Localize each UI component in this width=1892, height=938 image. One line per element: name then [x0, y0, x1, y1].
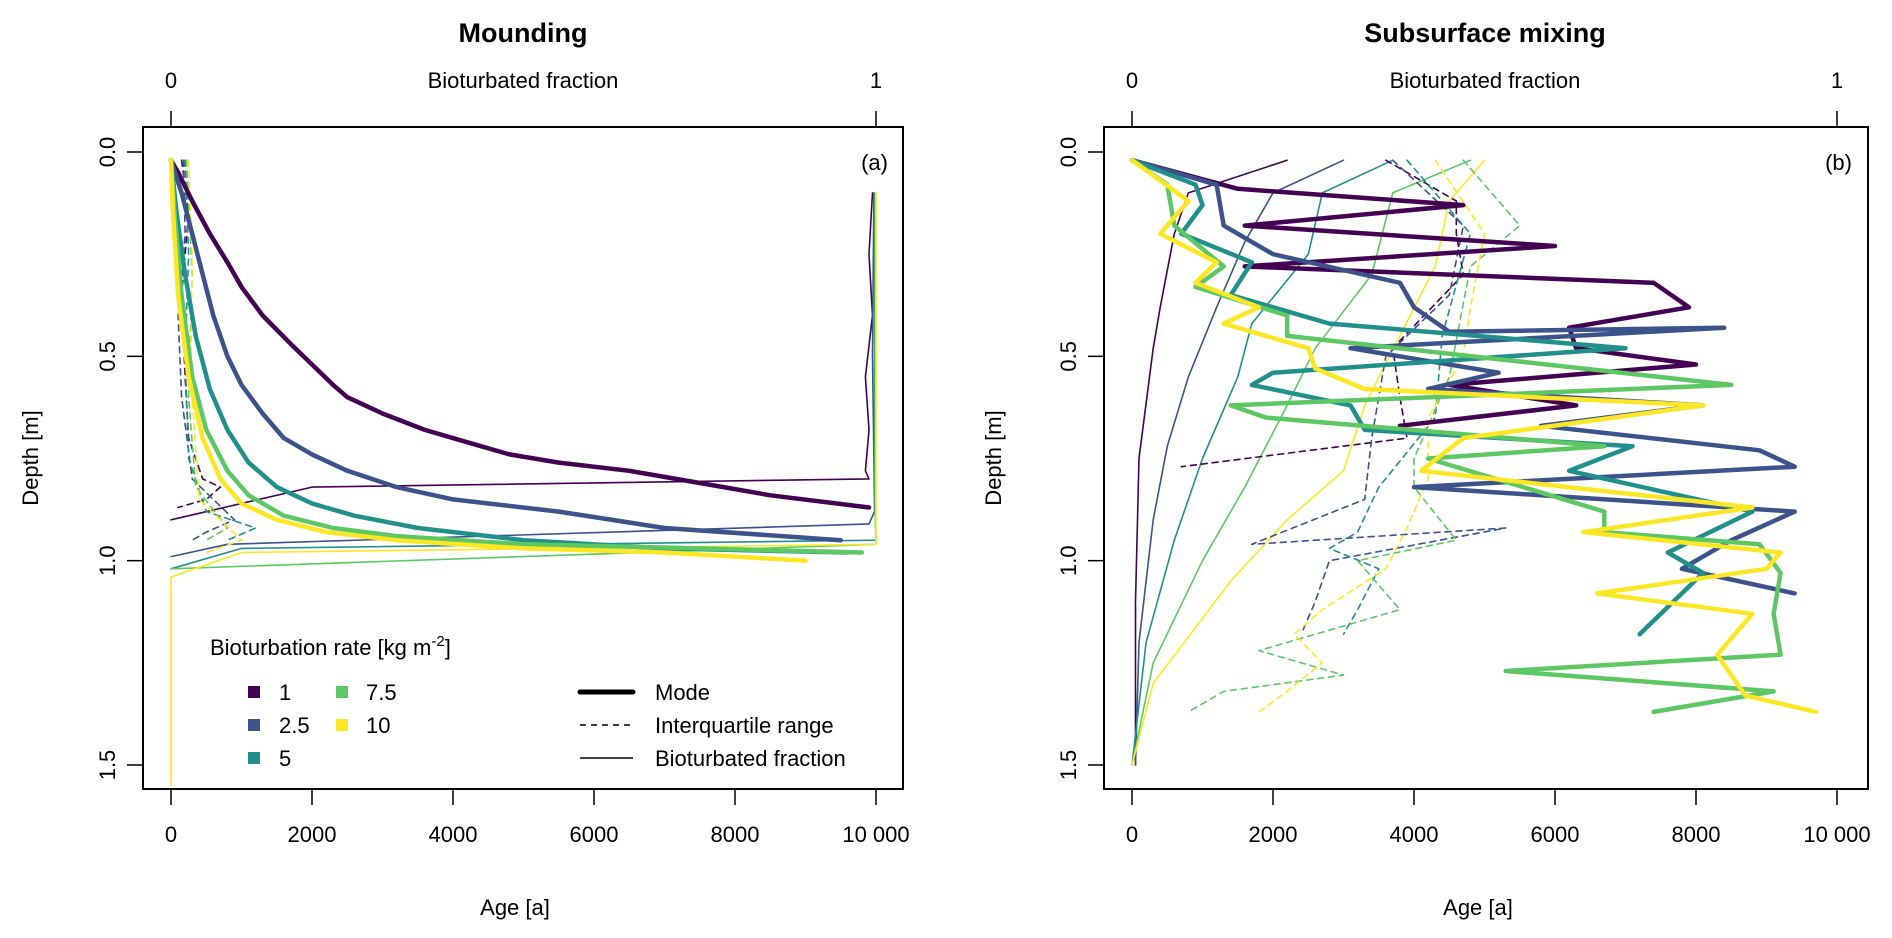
legend-label: 5 — [279, 746, 291, 771]
series-mode-rate-2-5 — [168, 157, 844, 543]
series-fraction-rate-10 — [170, 192, 877, 787]
legend-rate-7-5: 7.5 — [336, 680, 397, 705]
x-tick-label: 2000 — [1249, 822, 1298, 847]
x-tick-label: 8000 — [1672, 822, 1721, 847]
series-iqr-rate-10 — [1258, 159, 1486, 713]
series-mode-rate-1 — [168, 157, 872, 510]
series-mode-rate-7-5 — [168, 157, 865, 555]
legend-label: Interquartile range — [655, 713, 834, 738]
series-iqr-rate-5 — [184, 159, 257, 542]
series-fraction-rate-7-5 — [1131, 159, 1472, 766]
x-tick-label: 8000 — [711, 822, 760, 847]
x-tick-label: 4000 — [1390, 822, 1439, 847]
series-mode-rate-7-5 — [1129, 157, 1783, 715]
legend-mode: Mode — [577, 680, 710, 705]
series-mode-rate-1 — [1129, 157, 1699, 429]
legend-title: Bioturbation rate [kg m-2] — [210, 633, 451, 660]
x-tick-label: 2000 — [288, 822, 337, 847]
series-mode-rate-5 — [1129, 157, 1755, 637]
axis-ticks: 0 2000 4000 6000 8000 10 000 0 1 0.0 0.5 1.0 1.5 — [1056, 68, 1871, 847]
panel-label: (a) — [861, 150, 888, 175]
legend-swatch — [248, 752, 260, 764]
x-axis-label: Age [a] — [1443, 895, 1513, 920]
legend-fraction: Bioturbated fraction — [580, 746, 846, 771]
x-axis-label: Age [a] — [480, 895, 550, 920]
panel-title: Subsurface mixing — [1364, 18, 1606, 48]
series-iqr-rate-2-5 — [1251, 159, 1507, 636]
legend-swatch — [248, 686, 260, 698]
series-iqr-rate-5 — [1328, 159, 1472, 636]
series-fraction-rate-2-5 — [170, 192, 876, 558]
legend-label: Bioturbated fraction — [655, 746, 846, 771]
panel-subsurface-mixing: Subsurface mixing Bioturbated fraction A… — [981, 18, 1871, 920]
top-tick-label: 1 — [1831, 68, 1843, 93]
y-axis-label: Depth [m] — [981, 410, 1006, 505]
x-tick-label: 0 — [165, 822, 177, 847]
legend-rate-5: 5 — [248, 746, 291, 771]
legend-rate-10: 10 — [336, 713, 390, 738]
series-fraction-rate-5 — [1131, 159, 1394, 766]
legend-swatch — [336, 719, 348, 731]
y-tick-label: 0.0 — [95, 137, 120, 168]
series-mode-rate-5 — [168, 157, 851, 555]
series-mode-rate-10 — [1129, 157, 1819, 715]
series-mode-rate-2-5 — [1129, 157, 1797, 596]
y-tick-label: 1.0 — [95, 545, 120, 576]
y-tick-label: 1.5 — [1056, 750, 1081, 781]
top-tick-label: 0 — [165, 68, 177, 93]
y-tick-label: 0.5 — [1056, 341, 1081, 372]
top-tick-label: 1 — [870, 68, 882, 93]
legend-label: 2.5 — [279, 713, 310, 738]
series-iqr-rate-2-5 — [177, 159, 236, 542]
legend-swatch — [336, 686, 348, 698]
legend-label: 10 — [366, 713, 390, 738]
plot-frame — [142, 126, 904, 790]
series-fraction-rate-1 — [170, 192, 874, 521]
x-tick-label: 6000 — [1531, 822, 1580, 847]
panel-title: Mounding — [459, 18, 588, 48]
y-tick-label: 0.0 — [1056, 137, 1081, 168]
series-iqr-rate-7-5 — [1187, 159, 1521, 713]
top-axis-label: Bioturbated fraction — [428, 68, 619, 93]
y-tick-label: 1.5 — [95, 750, 120, 781]
y-axis-label: Depth [m] — [18, 410, 43, 505]
axis-ticks: 0 2000 4000 6000 8000 10 000 0 1 0.0 0.5 1.0 1.5 — [95, 68, 910, 847]
x-tick-label: 6000 — [570, 822, 619, 847]
x-tick-label: 0 — [1126, 822, 1138, 847]
legend-rate-2-5: 2.5 — [248, 713, 310, 738]
x-tick-label: 10 000 — [1803, 822, 1870, 847]
legend-label: 7.5 — [366, 680, 397, 705]
panel-mounding: Mounding Bioturbated fraction Age [a] De… — [18, 18, 910, 920]
x-tick-label: 4000 — [429, 822, 478, 847]
top-axis-label: Bioturbated fraction — [1390, 68, 1581, 93]
legend-label: Mode — [655, 680, 710, 705]
legend-label: 1 — [279, 680, 291, 705]
legend-swatch — [248, 719, 260, 731]
plot-frame — [1103, 126, 1869, 790]
series-mode-rate-10 — [168, 157, 808, 563]
legend-iqr: Interquartile range — [580, 713, 834, 738]
legend: Bioturbation rate [kg m-2] 1 2.5 5 7.5 1… — [210, 633, 846, 771]
plot-lines — [1129, 157, 1819, 766]
y-tick-label: 1.0 — [1056, 545, 1081, 576]
legend-rate-1: 1 — [248, 680, 291, 705]
series-fraction-rate-10 — [1131, 159, 1486, 766]
panel-label: (b) — [1825, 150, 1852, 175]
series-fraction-rate-2-5 — [1134, 159, 1345, 766]
y-tick-label: 0.5 — [95, 341, 120, 372]
plot-lines — [168, 157, 877, 787]
top-tick-label: 0 — [1126, 68, 1138, 93]
x-tick-label: 10 000 — [842, 822, 909, 847]
